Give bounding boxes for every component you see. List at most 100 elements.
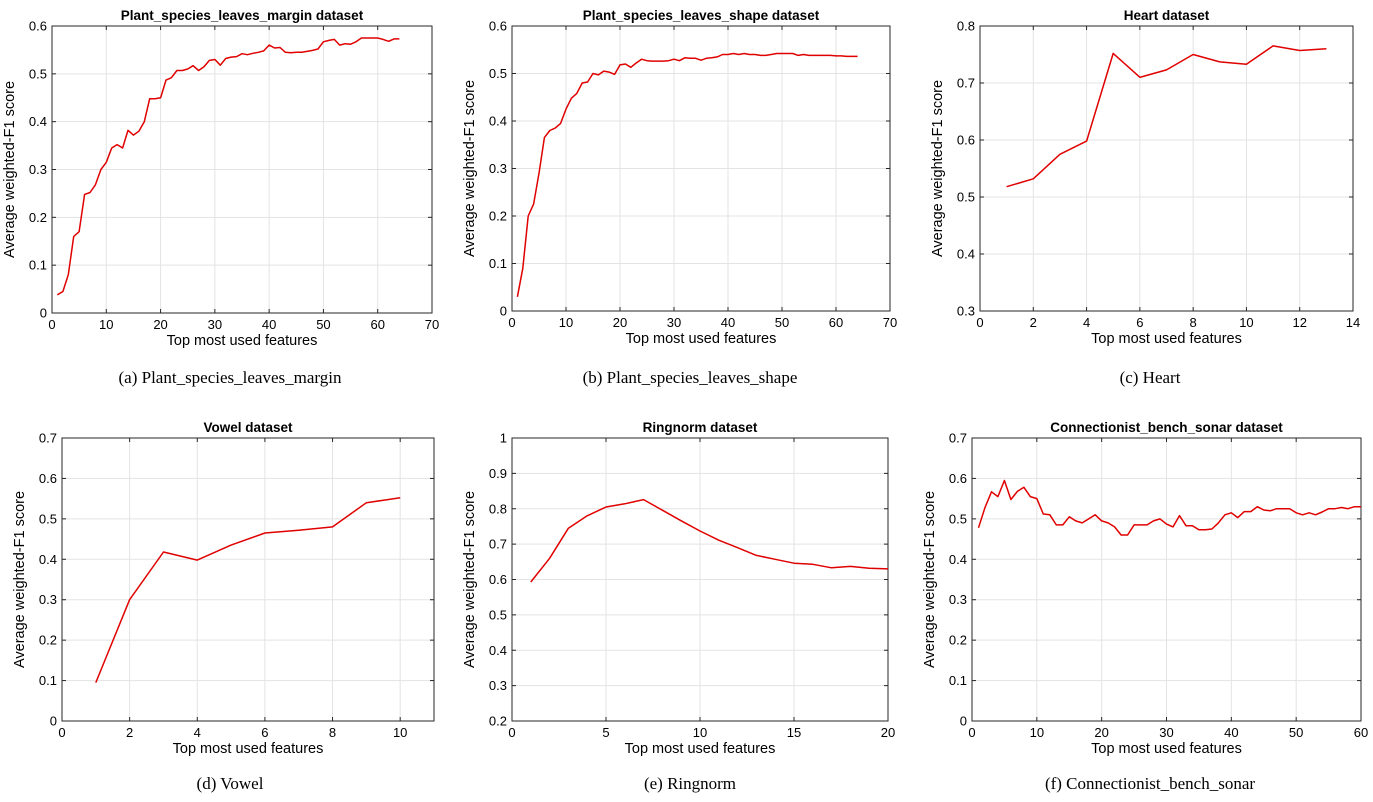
x-tick-label: 4 [1083, 315, 1090, 330]
data-point [1243, 511, 1245, 513]
data-point [718, 539, 720, 541]
data-point [732, 53, 734, 55]
y-tick-label: 0.6 [29, 19, 47, 34]
y-tick-label: 0.1 [489, 256, 507, 271]
caption-f: (f) Connectionist_bench_sonar [1044, 774, 1256, 793]
y-tick-label: 0.7 [39, 431, 57, 446]
data-point [1139, 76, 1141, 78]
x-tick-label: 50 [1289, 725, 1303, 740]
y-tick-label: 0.6 [949, 471, 967, 486]
data-point [1127, 534, 1129, 536]
series-line [1006, 45, 1327, 188]
data-point [635, 62, 637, 64]
y-tick-label: 0.8 [957, 19, 975, 34]
y-tick-label: 0.3 [29, 162, 47, 177]
data-point [371, 37, 373, 39]
data-point [737, 547, 739, 549]
y-tick-label: 0.5 [489, 607, 507, 622]
data-point [1140, 524, 1142, 526]
data-point [154, 98, 156, 100]
data-point [808, 54, 810, 56]
data-point [695, 57, 697, 59]
data-point [1308, 512, 1310, 514]
data-point [393, 38, 395, 40]
data-point [651, 60, 653, 62]
x-tick-label: 0 [508, 725, 515, 740]
data-point [831, 567, 833, 569]
x-tick-label: 0 [48, 317, 55, 332]
data-point [1159, 518, 1161, 520]
data-point [111, 147, 113, 149]
x-tick-label: 20 [881, 725, 895, 740]
data-point [264, 532, 266, 534]
data-point [543, 137, 545, 139]
data-point [668, 60, 670, 62]
y-axis-label: Average weighted-F1 score [2, 81, 18, 258]
data-point [533, 203, 535, 205]
data-point [366, 37, 368, 39]
data-point [689, 57, 691, 59]
y-tick-label: 0.5 [949, 511, 967, 526]
data-point [1006, 186, 1008, 188]
y-tick-label: 0.3 [39, 592, 57, 607]
x-tick-label: 50 [775, 315, 789, 330]
y-tick-label: 0.2 [489, 714, 507, 729]
data-point [819, 54, 821, 56]
x-tick-label: 40 [1224, 725, 1238, 740]
data-point [1224, 514, 1226, 516]
data-point [549, 130, 551, 132]
y-axis-label: Average weighted-F1 score [930, 80, 946, 257]
data-point [1219, 61, 1221, 63]
data-point [241, 53, 243, 55]
data-point [94, 184, 96, 186]
y-tick-label: 0 [500, 304, 507, 319]
x-tick-label: 15 [787, 725, 801, 740]
x-tick-label: 12 [1292, 315, 1306, 330]
data-point [196, 559, 198, 561]
data-point [339, 44, 341, 46]
data-point [1062, 524, 1064, 526]
data-point [1068, 516, 1070, 518]
data-point [1059, 153, 1061, 155]
y-tick-label: 0.5 [489, 66, 507, 81]
data-point [84, 193, 86, 195]
data-point [377, 37, 379, 39]
chart-title: Plant_species_leaves_shape dataset [583, 8, 820, 23]
data-point [95, 682, 97, 684]
data-point [522, 267, 524, 269]
y-tick-label: 0.2 [949, 633, 967, 648]
data-point [786, 53, 788, 55]
data-point [997, 496, 999, 498]
data-point [1032, 178, 1034, 180]
y-tick-label: 0.1 [29, 258, 47, 273]
data-point [624, 63, 626, 65]
data-point [78, 231, 80, 233]
chart-panel-a: 0 10 20 30 40 50 60 70 0 0.1 0.2 0.3 0.4 0.5 0.6 Plant_… [0, 0, 460, 395]
chart-panel-f: 0 10 20 30 40 50 60 0 0.1 0.2 0.3 0.4 0.5 0.6 0.7 Conne… [920, 400, 1373, 802]
data-point [765, 54, 767, 56]
data-point [328, 39, 330, 41]
x-tick-label: 20 [1094, 725, 1108, 740]
data-point [603, 70, 605, 72]
data-point [657, 60, 659, 62]
data-point [619, 64, 621, 66]
x-tick-label: 0 [508, 315, 515, 330]
data-point [1289, 508, 1291, 510]
data-point [835, 55, 837, 57]
y-axis-label: Average weighted-F1 score [462, 80, 478, 257]
data-point [263, 50, 265, 52]
data-point [306, 50, 308, 52]
data-point [230, 544, 232, 546]
data-point [333, 38, 335, 40]
y-tick-label: 0.4 [39, 552, 57, 567]
caption-b: (b) Plant_species_leaves_shape [582, 368, 798, 387]
data-point [1055, 524, 1057, 526]
x-tick-label: 20 [153, 317, 167, 332]
data-point [549, 557, 551, 559]
data-point [1302, 514, 1304, 516]
data-point [793, 562, 795, 564]
data-point [699, 530, 701, 532]
y-tick-label: 0.3 [489, 678, 507, 693]
chart-title: Vowel dataset [203, 420, 293, 435]
data-point [332, 526, 334, 528]
